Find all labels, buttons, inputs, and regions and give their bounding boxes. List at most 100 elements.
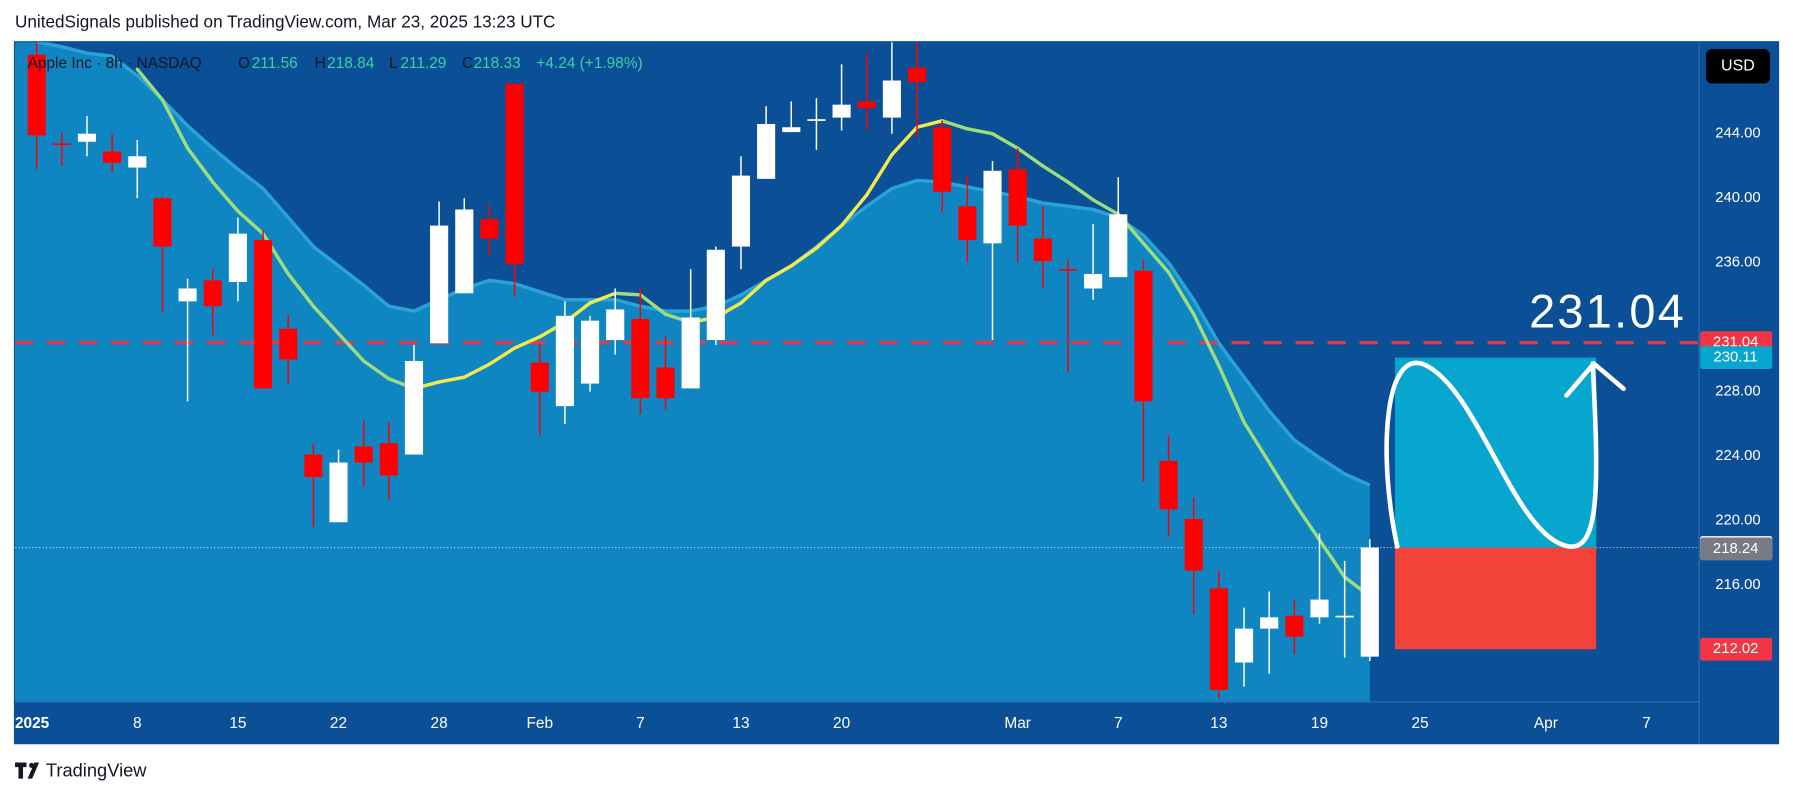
ma-segment: [638, 293, 668, 316]
candle-body: [52, 143, 71, 146]
candle-body: [1058, 269, 1078, 271]
candle-body: [530, 362, 549, 392]
ma-segment: [1141, 241, 1171, 275]
ma-segment: [336, 331, 366, 363]
x-tick-label: 22: [330, 715, 347, 732]
ma-segment: [1317, 538, 1347, 579]
price-tag-label: 218.24: [1713, 541, 1758, 557]
legend: Apple Inc · 8h · NASDAQ O 211.56 H 218.8…: [28, 55, 643, 72]
candle-body: [681, 317, 700, 389]
ma-segment: [839, 193, 869, 228]
ma-segment: [588, 291, 617, 305]
candle-body: [1260, 617, 1279, 629]
ma-segment: [915, 119, 944, 129]
ma-segment: [1192, 312, 1221, 368]
candle-body: [606, 309, 625, 341]
candle-body: [379, 443, 398, 476]
x-tick-label: Feb: [526, 715, 553, 732]
overlay: 231.04: [1384, 286, 1686, 650]
x-tick-label: 19: [1311, 715, 1328, 732]
candle-body: [1184, 518, 1203, 571]
x-tick-label: 7: [1642, 715, 1651, 732]
ma-segment: [160, 98, 190, 150]
footer-logo: TradingView: [15, 760, 147, 781]
price-tag-bg: [1700, 537, 1773, 561]
legend-key: O: [238, 55, 250, 72]
candle-body: [631, 319, 650, 399]
ma-segment: [890, 125, 919, 157]
ma-segment: [1015, 146, 1045, 168]
x-tick-label: Mar: [1004, 715, 1031, 732]
candle-body: [480, 219, 499, 239]
ma-segment: [311, 304, 341, 336]
candle-body: [555, 315, 574, 407]
candle-body: [1335, 615, 1354, 618]
candle-body: [1285, 615, 1304, 637]
candle-body: [983, 170, 1002, 244]
candle-body: [505, 83, 524, 265]
price-tag: 212.02: [1700, 637, 1773, 661]
level-annotation: 231.04: [1529, 286, 1686, 338]
x-tick-label: 20: [833, 715, 850, 732]
cloud-edge: [36, 42, 1371, 487]
ma-segment: [1091, 198, 1120, 217]
candle-body: [1234, 628, 1254, 663]
currency-label[interactable]: USD: [1721, 58, 1755, 75]
price-tag-bg: [1700, 346, 1773, 370]
ma-segment: [286, 272, 316, 308]
candle-body: [77, 133, 97, 142]
ma-segment: [361, 359, 391, 381]
publisher-header: UnitedSignals published on TradingView.c…: [15, 11, 555, 31]
ma-segment: [437, 375, 466, 384]
ma-segment: [462, 362, 492, 379]
currency-button[interactable]: USD: [1705, 49, 1770, 84]
price-tag: 218.24: [1700, 537, 1773, 561]
ma-segment: [814, 223, 844, 250]
currency-button-bg[interactable]: [1705, 49, 1770, 84]
candle-body: [1008, 169, 1027, 226]
legend-symbol: Apple Inc · 8h · NASDAQ: [28, 55, 202, 72]
ma-segment: [236, 209, 265, 236]
candle-body: [933, 127, 952, 192]
ma-segment: [1267, 460, 1297, 505]
logo-dot: [29, 762, 35, 768]
x-tick-label: 13: [732, 715, 749, 732]
candle-body: [1159, 460, 1178, 510]
y-tick-label: 224.00: [1715, 448, 1760, 464]
ma-segment: [185, 146, 215, 184]
candle-body: [1033, 238, 1052, 262]
y-tick-label: 228.00: [1715, 384, 1760, 400]
candle-body: [907, 67, 927, 83]
candle-body: [103, 151, 122, 163]
price-tag-label: 230.11: [1713, 350, 1757, 366]
candle-body: [958, 206, 977, 241]
candle-body: [1360, 547, 1379, 657]
ma-segment: [1166, 270, 1196, 316]
candle-body: [329, 462, 348, 523]
price-tag: 230.11: [1700, 346, 1773, 370]
price-tag-bg: [1700, 637, 1773, 661]
x-tick-label: Apr: [1534, 715, 1558, 732]
candle-body: [882, 80, 901, 118]
candle-body: [1310, 599, 1329, 618]
y-tick-label: 236.00: [1715, 255, 1760, 271]
candle-body: [279, 328, 298, 360]
ma-segment: [1041, 164, 1070, 184]
legend-key: L: [389, 55, 398, 72]
candle-body: [807, 119, 826, 121]
ma-segment: [1217, 364, 1246, 424]
candle-body: [153, 198, 172, 247]
candle-body: [304, 454, 323, 478]
ma-segment: [990, 131, 1020, 150]
candle-body: [706, 249, 725, 341]
stop-zone: [1394, 547, 1597, 650]
candle-body: [404, 361, 424, 455]
footer-brand: TradingView: [46, 760, 147, 781]
x-tick-label: 8: [133, 715, 142, 732]
y-tick-label: 216.00: [1715, 577, 1760, 593]
target-zone: [1394, 357, 1597, 548]
candle-body: [254, 240, 273, 389]
candle-body: [656, 367, 675, 399]
candle-body: [354, 446, 373, 463]
